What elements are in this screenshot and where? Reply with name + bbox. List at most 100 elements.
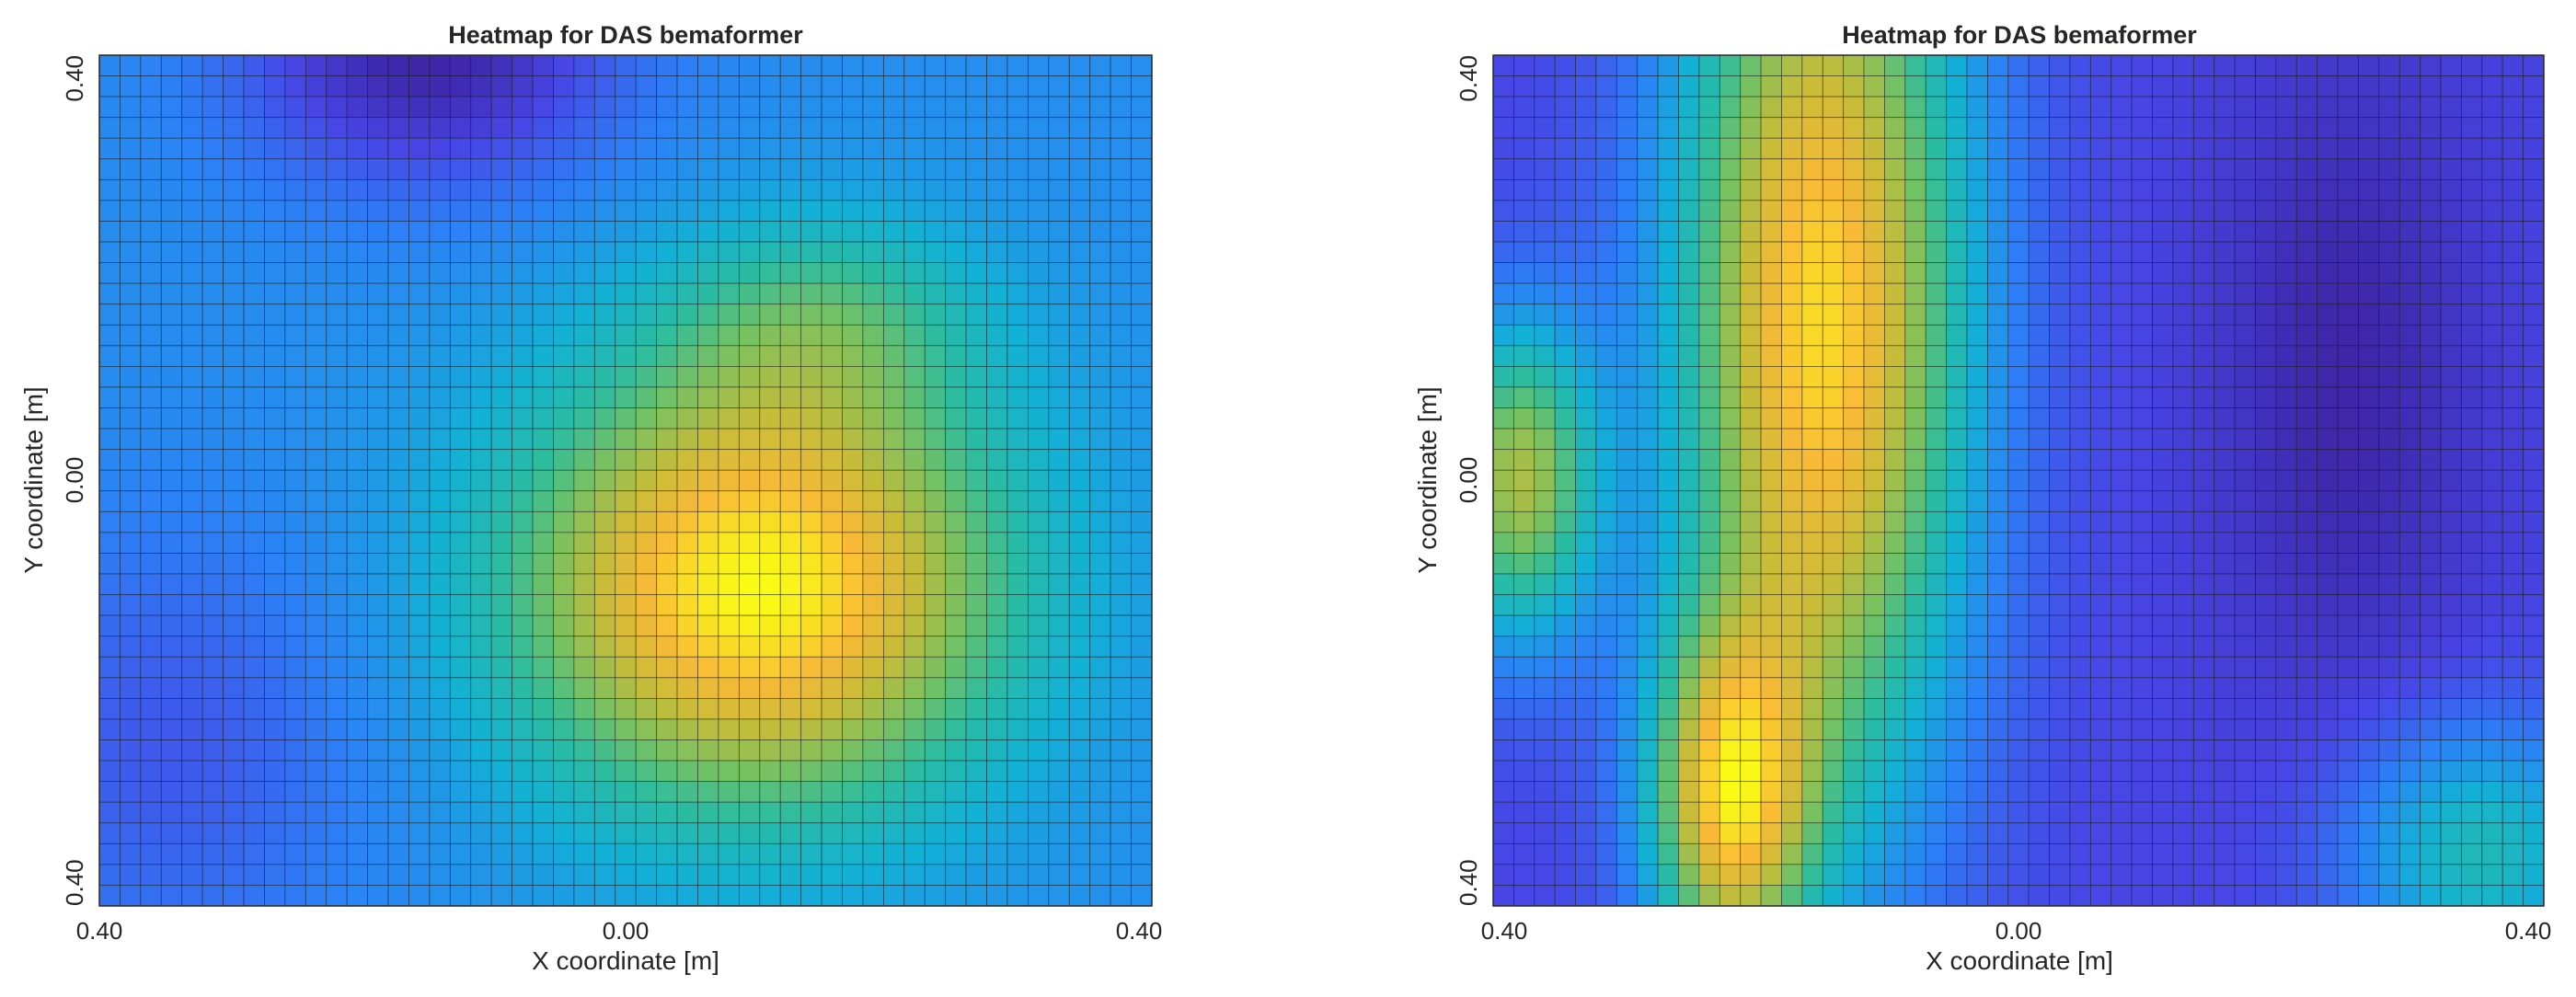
heatmap-cell: [264, 801, 286, 824]
heatmap-cell: [1678, 304, 1700, 326]
heatmap-cell: [201, 407, 224, 430]
heatmap-cell: [697, 304, 719, 326]
heatmap-cell: [305, 842, 328, 865]
heatmap-cell: [98, 864, 121, 886]
heatmap-cell: [2378, 822, 2400, 844]
heatmap-cell: [1131, 781, 1153, 803]
heatmap-cell: [2398, 739, 2421, 762]
heatmap-cell: [779, 324, 802, 347]
heatmap-cell: [449, 428, 472, 451]
heatmap-cell: [656, 510, 678, 533]
heatmap-cell: [1657, 490, 1679, 512]
heatmap-cell: [201, 864, 224, 886]
heatmap-cell: [2110, 614, 2133, 637]
heatmap-cell: [2131, 697, 2153, 720]
heatmap-cell: [945, 885, 967, 907]
heatmap-cell: [1006, 366, 1029, 388]
heatmap-cell: [1904, 158, 1926, 180]
heatmap-cell: [1987, 864, 2009, 886]
heatmap-cell: [1554, 864, 1576, 886]
heatmap-cell: [532, 677, 554, 699]
heatmap-cell: [408, 324, 431, 347]
heatmap-cell: [965, 636, 987, 658]
heatmap-cell: [986, 366, 1008, 388]
heatmap-cell: [98, 532, 121, 554]
heatmap-cell: [593, 490, 616, 512]
heatmap-cell: [243, 760, 265, 783]
heatmap-cell: [1760, 842, 1782, 865]
heatmap-cell: [615, 304, 637, 326]
heatmap-cell: [1131, 510, 1153, 533]
heatmap-cell: [924, 781, 947, 803]
heatmap-cell: [98, 573, 121, 595]
heatmap-cell: [635, 532, 658, 554]
heatmap-cell: [1719, 842, 1742, 865]
heatmap-cell: [2523, 760, 2545, 783]
heatmap-cell: [2501, 885, 2524, 907]
heatmap-cell: [593, 636, 616, 658]
heatmap-cell: [1884, 137, 1906, 160]
heatmap-cell: [1987, 718, 2009, 740]
heatmap-cell: [98, 137, 121, 160]
heatmap-cell: [2317, 75, 2339, 97]
heatmap-cell: [1048, 677, 1070, 699]
heatmap-cell: [1719, 885, 1742, 907]
heatmap-cell: [2172, 801, 2194, 824]
heatmap-cell: [1843, 677, 1865, 699]
heatmap-cell: [2358, 96, 2380, 119]
heatmap-cell: [490, 366, 513, 388]
heatmap-cell: [1863, 221, 1885, 243]
heatmap-cell: [367, 137, 389, 160]
heatmap-cell: [676, 407, 698, 430]
heatmap-cell: [2378, 449, 2400, 471]
heatmap-cell: [2337, 117, 2359, 139]
heatmap-cell: [408, 718, 431, 740]
heatmap-cell: [553, 366, 575, 388]
heatmap-cell: [2317, 241, 2339, 264]
heatmap-cell: [470, 304, 492, 326]
heatmap-cell: [1801, 739, 1823, 762]
heatmap-cell: [1822, 656, 1845, 679]
heatmap-cell: [945, 241, 967, 264]
heatmap-cell: [1616, 594, 1639, 616]
heatmap-cell: [512, 386, 534, 408]
heatmap-cell: [1925, 262, 1948, 284]
heatmap-cell: [924, 760, 947, 783]
heatmap-cell: [1822, 54, 1845, 76]
heatmap-cell: [2131, 96, 2153, 119]
heatmap-cell: [2172, 573, 2194, 595]
heatmap-cell: [264, 200, 286, 222]
heatmap-cell: [449, 885, 472, 907]
heatmap-cell: [2420, 449, 2442, 471]
heatmap-cell: [924, 75, 947, 97]
heatmap-cell: [140, 407, 162, 430]
heatmap-cell: [986, 656, 1008, 679]
heatmap-cell: [635, 117, 658, 139]
heatmap-cell: [1987, 760, 2009, 783]
heatmap-cell: [1801, 636, 1823, 658]
heatmap-cell: [367, 200, 389, 222]
heatmap-cell: [1719, 345, 1742, 367]
heatmap-cell: [1068, 200, 1091, 222]
heatmap-cell: [676, 885, 698, 907]
heatmap-cell: [2337, 137, 2359, 160]
heatmap-cell: [1719, 739, 1742, 762]
heatmap-cell: [2523, 449, 2545, 471]
heatmap-cell: [1616, 54, 1639, 76]
heatmap-cell: [1843, 449, 1865, 471]
heatmap-cell: [2317, 636, 2339, 658]
heatmap-cell: [2358, 510, 2380, 533]
heatmap-cell: [2069, 117, 2091, 139]
heatmap-cell: [346, 801, 369, 824]
heatmap-cell: [635, 345, 658, 367]
heatmap-cell: [223, 553, 245, 575]
y-tick-label: 0.40: [1455, 859, 1482, 906]
heatmap-cell: [800, 864, 822, 886]
heatmap-cell: [924, 345, 947, 367]
heatmap-cell: [2337, 282, 2359, 305]
heatmap-cell: [718, 573, 740, 595]
heatmap-cell: [470, 781, 492, 803]
heatmap-cell: [2295, 304, 2318, 326]
heatmap-cell: [1843, 781, 1865, 803]
heatmap-cell: [2192, 594, 2215, 616]
